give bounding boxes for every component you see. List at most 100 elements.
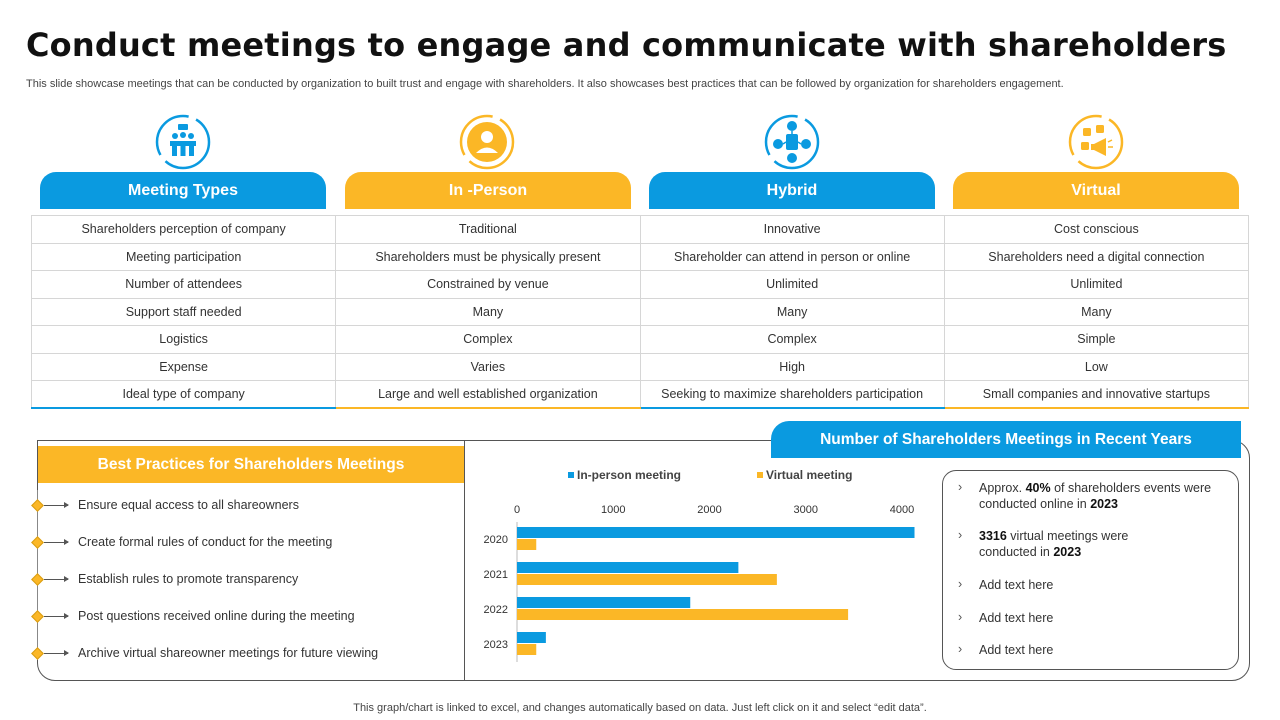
table-cell: Low — [943, 352, 1250, 381]
chevron-right-icon: › — [958, 480, 963, 494]
bar-virtual-meeting-2021 — [517, 574, 777, 585]
table-cell: Cost conscious — [943, 215, 1250, 244]
table-cell: Number of attendees — [30, 270, 337, 299]
comparison-table: Shareholders perception of company Tradit… — [30, 215, 1250, 409]
person-icon — [459, 114, 515, 170]
note-text: Add text here — [979, 577, 1237, 593]
tab-hybrid: Hybrid — [649, 172, 935, 209]
table-cell: Ideal type of company — [30, 380, 337, 409]
x-tick-label: 3000 — [794, 504, 818, 516]
table-cell: Constrained by venue — [335, 270, 641, 299]
table-cell: Large and well established organization — [335, 380, 641, 409]
note-highlight: 2023 — [1053, 545, 1082, 559]
note-fragment: Add text here — [979, 611, 1054, 625]
note-fragment: Approx. — [979, 481, 1026, 495]
bar-in-person-meeting-2020 — [517, 527, 915, 538]
note-item: › Add text here — [958, 642, 1237, 658]
meeting-people-icon — [155, 114, 211, 170]
table-cell: Innovative — [639, 215, 945, 244]
chart-banner: Number of Shareholders Meetings in Recen… — [771, 421, 1241, 458]
tab-virtual: Virtual — [953, 172, 1239, 209]
tab-in-person: In -Person — [345, 172, 631, 209]
legend-label: In-person meeting — [577, 468, 681, 482]
note-text: Add text here — [979, 642, 1237, 658]
note-item: › Add text here — [958, 577, 1237, 593]
note-item: › Approx. 40% of shareholders events were… — [958, 480, 1237, 512]
table-row: Number of attendees Constrained by venue U… — [30, 270, 1250, 299]
arrow-right-icon — [44, 612, 69, 619]
notes-box — [942, 470, 1239, 670]
arrow-right-icon — [44, 538, 69, 545]
note-item: › 3316 virtual meetings were conducted in… — [958, 528, 1149, 560]
table-cell: Many — [943, 297, 1250, 326]
table-row: Logistics Complex Complex Simple — [30, 325, 1250, 354]
bar-in-person-meeting-2022 — [517, 597, 691, 608]
table-cell: Many — [335, 297, 641, 326]
table-cell: Logistics — [30, 325, 337, 354]
table-row: Expense Varies High Low — [30, 352, 1250, 381]
best-practice-item: Archive virtual shareowner meetings for … — [31, 644, 379, 662]
chevron-right-icon: › — [958, 610, 963, 624]
best-practice-text: Post questions received online during th… — [78, 609, 355, 623]
hybrid-network-icon — [764, 114, 820, 170]
page-subtitle: This slide showcase meetings that can be… — [26, 78, 1064, 90]
note-highlight: 2023 — [1090, 497, 1119, 511]
arrow-right-icon — [44, 649, 69, 656]
legend-label: Virtual meeting — [766, 468, 852, 482]
note-fragment: Add text here — [979, 643, 1054, 657]
diamond-bullet-icon — [31, 646, 44, 660]
note-item: › Add text here — [958, 610, 1237, 626]
bar-virtual-meeting-2023 — [517, 644, 537, 655]
chevron-right-icon: › — [958, 528, 963, 542]
table-cell: High — [639, 352, 945, 381]
table-cell: Simple — [943, 325, 1250, 354]
page-title: Conduct meetings to engage and communica… — [26, 26, 1227, 64]
bottom-divider — [464, 440, 465, 681]
y-tick-label: 2022 — [484, 604, 508, 616]
table-cell: Complex — [335, 325, 641, 354]
table-cell: Support staff needed — [30, 297, 337, 326]
legend-swatch — [568, 472, 574, 478]
table-cell: Shareholders perception of company — [30, 215, 337, 244]
y-tick-label: 2020 — [484, 534, 508, 546]
table-cell: Shareholders need a digital connection — [943, 242, 1250, 271]
best-practice-text: Create formal rules of conduct for the m… — [78, 535, 333, 549]
diamond-bullet-icon — [31, 572, 44, 586]
best-practice-text: Archive virtual shareowner meetings for … — [78, 646, 379, 660]
note-text: Approx. 40% of shareholders events were … — [979, 480, 1237, 512]
table-cell: Small companies and innovative startups — [943, 380, 1250, 409]
note-text: Add text here — [979, 610, 1237, 626]
best-practice-item: Create formal rules of conduct for the m… — [31, 533, 333, 551]
diamond-bullet-icon — [31, 535, 44, 549]
bar-chart: In-person meeting Virtual meeting 0 1000 200… — [484, 468, 915, 662]
table-cell: Shareholders must be physically present — [335, 242, 641, 271]
diamond-bullet-icon — [31, 609, 44, 623]
note-fragment: of shareholders events were conducted on… — [979, 481, 1212, 511]
table-cell: Traditional — [335, 215, 641, 244]
bar-in-person-meeting-2021 — [517, 562, 739, 573]
table-row: Shareholders perception of company Tradit… — [30, 215, 1250, 244]
note-text: 3316 virtual meetings were conducted in … — [979, 528, 1149, 560]
best-practice-item: Post questions received online during th… — [31, 607, 355, 625]
table-row: Support staff needed Many Many Many — [30, 297, 1250, 326]
x-tick-label: 0 — [514, 504, 520, 516]
best-practices-title: Best Practices for Shareholders Meetings — [38, 446, 464, 483]
note-highlight: 3316 — [979, 529, 1007, 543]
table-cell: Varies — [335, 352, 641, 381]
table-cell: Unlimited — [943, 270, 1250, 299]
best-practice-text: Ensure equal access to all shareowners — [78, 498, 299, 512]
x-tick-label: 2000 — [697, 504, 721, 516]
arrow-right-icon — [44, 575, 69, 582]
diamond-bullet-icon — [31, 498, 44, 512]
x-tick-label: 4000 — [890, 504, 914, 516]
best-practice-item: Establish rules to promote transparency — [31, 570, 299, 588]
bar-in-person-meeting-2023 — [517, 632, 546, 643]
bar-virtual-meeting-2020 — [517, 539, 537, 550]
table-cell: Complex — [639, 325, 945, 354]
arrow-right-icon — [44, 501, 69, 508]
bar-virtual-meeting-2022 — [517, 609, 849, 620]
best-practice-text: Establish rules to promote transparency — [78, 572, 299, 586]
legend-swatch — [757, 472, 763, 478]
note-highlight: 40% — [1025, 481, 1051, 495]
table-cell: Meeting participation — [30, 242, 337, 271]
